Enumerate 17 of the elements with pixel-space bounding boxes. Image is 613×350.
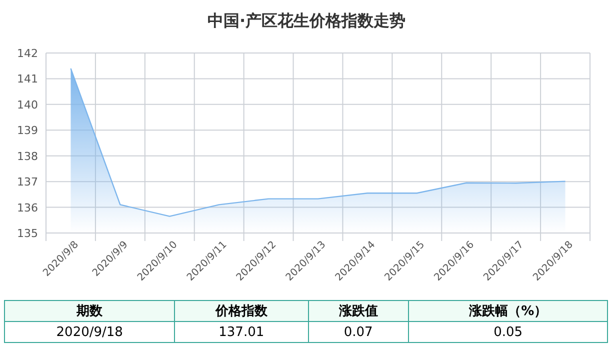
y-tick-label: 137	[17, 176, 38, 189]
y-tick-label: 136	[17, 201, 38, 214]
text: 2020/9/18	[4, 322, 175, 342]
text: 涨跌值	[308, 300, 409, 322]
chart-title: 中国·产区花生价格指数走势	[207, 11, 406, 30]
text: 0.05	[408, 322, 608, 342]
text: 137.01	[174, 322, 308, 342]
text: 涨跌幅（%）	[408, 300, 608, 322]
text: 价格指数	[174, 300, 308, 322]
y-tick-label: 139	[17, 124, 38, 138]
y-tick-label: 138	[17, 150, 38, 163]
y-tick-label: 140	[17, 98, 38, 112]
text: 期数	[4, 300, 175, 322]
y-tick-label: 135	[17, 227, 38, 240]
y-tick-label: 141	[17, 72, 38, 86]
text: 0.07	[308, 322, 409, 342]
y-tick-label: 142	[17, 47, 38, 60]
